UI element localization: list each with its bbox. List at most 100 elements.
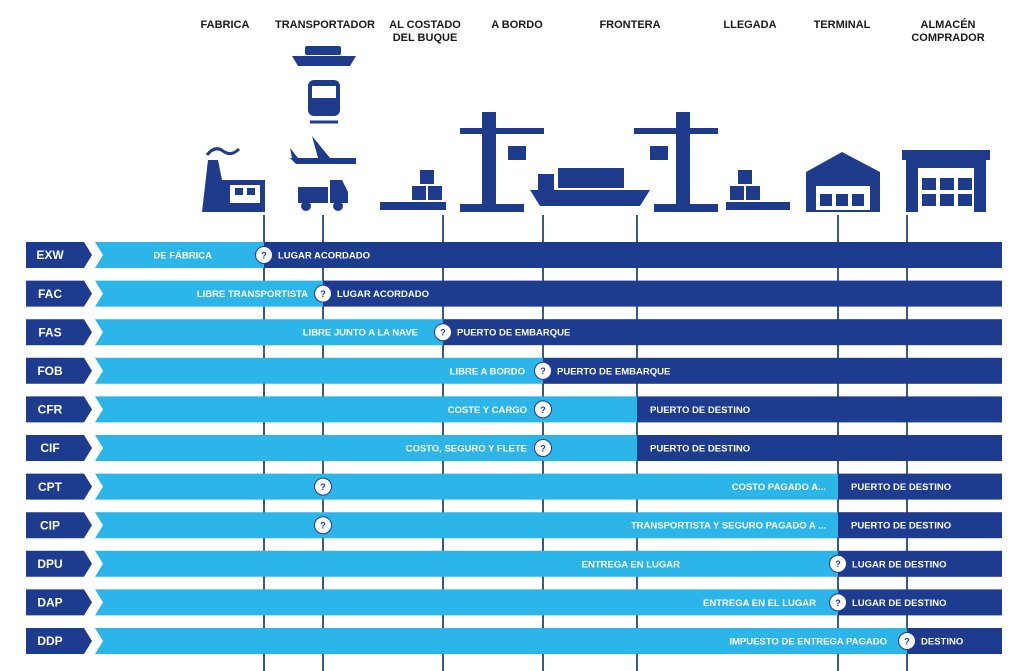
column-header: A BORDO: [491, 19, 543, 31]
buyer-bar: [838, 589, 1002, 616]
column-header: ALMACÉN COMPRADOR: [911, 18, 984, 44]
incoterm-row: EXW DE FÁBRICA LUGAR ACORDADO?: [26, 242, 1002, 268]
help-icon-text: ?: [540, 443, 546, 453]
incoterm-row: CIP TRANSPORTISTA Y SEGURO PAGADO A ... PU…: [26, 512, 1002, 539]
buyer-label: PUERTO DE DESTINO: [650, 444, 750, 455]
buyer-bar: [637, 435, 1002, 461]
incoterm-row: CFR COSTE Y CARGO PUERTO DE DESTINO?: [26, 396, 1002, 423]
code-box: [26, 628, 92, 654]
code: CIF: [40, 441, 59, 455]
help-icon: [255, 246, 273, 264]
help-icon-text: ?: [320, 482, 326, 492]
incoterm-row: DAP ENTREGA EN EL LUGAR LUGAR DE DESTINO?: [26, 589, 1002, 616]
buyer-bar: [264, 242, 1002, 268]
seller-bar: [95, 628, 907, 654]
code: FAS: [38, 325, 61, 339]
headers: FABRICA TRANSPORTADOR AL COSTADO DEL BUQUE A…: [201, 18, 985, 44]
help-icon: [534, 361, 552, 380]
seller-bar: [95, 589, 838, 616]
buyer-label: LUGAR ACORDADO: [278, 251, 370, 262]
seller-bar: [95, 396, 637, 423]
buyer-bar: [838, 550, 1002, 577]
seller-label: COSTE Y CARGO: [448, 405, 527, 416]
help-icon: [534, 439, 552, 457]
buyer-label: LUGAR DE DESTINO: [852, 598, 946, 609]
help-icon-text: ?: [540, 366, 546, 376]
incoterm-row: CIF COSTO, SEGURO Y FLETE PUERTO DE DESTIN…: [26, 435, 1002, 461]
buyer-bar: [907, 628, 1002, 654]
seller-bar: [95, 435, 637, 461]
column-header: TRANSPORTADOR: [275, 19, 375, 31]
code: DPU: [37, 557, 62, 571]
buyer-bar: [443, 319, 1002, 346]
code-box: [26, 512, 92, 539]
incoterm-row: DPU ENTREGA EN LUGAR LUGAR DE DESTINO?: [26, 550, 1002, 577]
code: CFR: [38, 403, 63, 417]
incoterm-row: FAC LIBRE TRANSPORTISTA LUGAR ACORDADO?: [26, 280, 1002, 307]
seller-bar: [95, 319, 443, 346]
buyer-bar: [838, 473, 1002, 500]
incoterm-row: DDP IMPUESTO DE ENTREGA PAGADO DESTINO?: [26, 628, 1002, 654]
seller-label: DE FÁBRICA: [153, 251, 212, 262]
rows: EXW DE FÁBRICA LUGAR ACORDADO? FAC LIBRE TRA…: [26, 242, 1002, 654]
code: FAC: [38, 287, 62, 301]
buyer-label: PUERTO DE DESTINO: [650, 405, 750, 416]
code: EXW: [36, 248, 64, 262]
seller-bar: [95, 357, 543, 384]
code-box: [26, 396, 92, 423]
buyer-label: PUERTO DE DESTINO: [851, 521, 951, 532]
help-icon-text: ?: [261, 250, 267, 260]
help-icon: [314, 516, 332, 535]
help-icon-text: ?: [904, 636, 910, 646]
seller-label: ENTREGA EN EL LUGAR: [703, 598, 816, 609]
help-icon-text: ?: [320, 521, 326, 531]
buyer-label: PUERTO DE EMBARQUE: [457, 328, 570, 339]
buyer-label: DESTINO: [921, 637, 963, 648]
help-icon: [829, 593, 847, 612]
column-header: FABRICA: [201, 19, 250, 31]
incoterm-row: FOB LIBRE A BORDO PUERTO DE EMBARQUE?: [26, 357, 1002, 384]
help-icon-text: ?: [320, 289, 326, 299]
code: CIP: [40, 518, 60, 532]
code-box: [26, 319, 92, 346]
code: FOB: [37, 364, 63, 378]
code-box: [26, 473, 92, 500]
buyer-label: PUERTO DE DESTINO: [851, 482, 951, 493]
seller-bar: [95, 512, 838, 539]
seller-label: LIBRE JUNTO A LA NAVE: [303, 328, 418, 339]
seller-bar: [95, 280, 323, 307]
seller-label: IMPUESTO DE ENTREGA PAGADO: [729, 637, 887, 648]
buyer-bar: [543, 357, 1002, 384]
buyer-label: LUGAR ACORDADO: [337, 289, 429, 300]
help-icon-text: ?: [540, 405, 546, 415]
help-icon: [534, 400, 552, 419]
help-icon: [829, 554, 847, 573]
incoterm-row: CPT COSTO PAGADO A... PUERTO DE DESTINO?: [26, 473, 1002, 500]
seller-bar: [95, 473, 838, 500]
buyer-bar: [838, 512, 1002, 539]
help-icon: [314, 284, 332, 303]
seller-bar: [95, 242, 264, 268]
code-box: [26, 280, 92, 307]
code: DAP: [37, 596, 62, 610]
column-header: TERMINAL: [814, 19, 871, 31]
help-icon-text: ?: [835, 559, 841, 569]
seller-label: COSTO PAGADO A...: [732, 482, 826, 493]
code-box: [26, 550, 92, 577]
buyer-label: PUERTO DE EMBARQUE: [557, 366, 670, 377]
buyer-bar: [323, 280, 1002, 307]
seller-label: LIBRE TRANSPORTISTA: [197, 289, 308, 300]
code: DDP: [37, 634, 62, 648]
seller-label: COSTO, SEGURO Y FLETE: [406, 444, 527, 455]
seller-label: ENTREGA EN LUGAR: [582, 559, 680, 570]
code-box: [26, 357, 92, 384]
buyer-label: LUGAR DE DESTINO: [852, 559, 946, 570]
code-box: [26, 589, 92, 616]
column-header: FRONTERA: [599, 19, 660, 31]
incoterm-row: FAS LIBRE JUNTO A LA NAVE PUERTO DE EMBARQ…: [26, 319, 1002, 346]
icons: [202, 46, 990, 212]
column-header: LLEGADA: [723, 19, 776, 31]
help-icon: [434, 323, 452, 342]
help-icon-text: ?: [835, 598, 841, 608]
